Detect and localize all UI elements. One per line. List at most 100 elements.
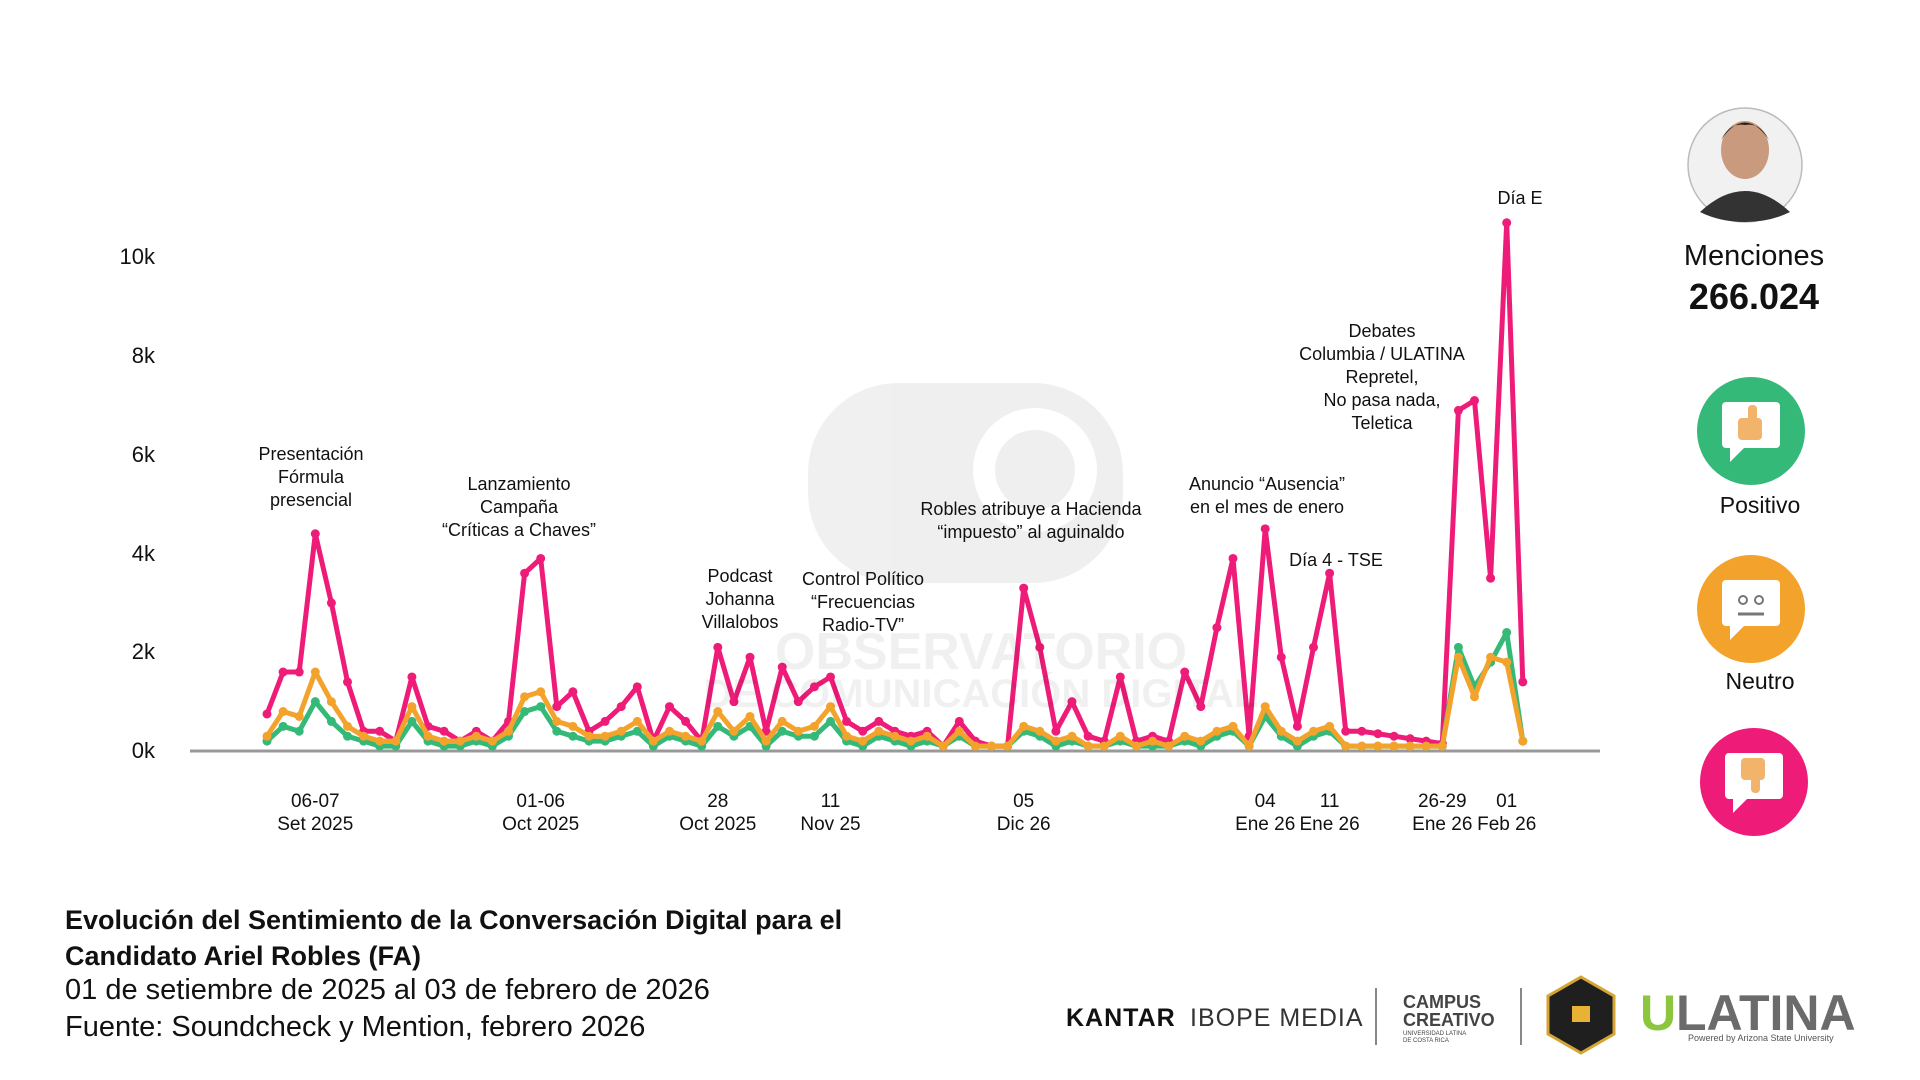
- data-point: [487, 736, 497, 746]
- data-point: [1276, 652, 1286, 662]
- negative-icon: [1700, 728, 1808, 836]
- data-point: [713, 707, 723, 717]
- data-point: [1357, 741, 1367, 751]
- badge-center: [1572, 1006, 1590, 1022]
- annotation: Debates Columbia / ULATINA Repretel, No …: [1299, 321, 1465, 433]
- data-point: [294, 667, 304, 677]
- logo-ulatina: LATINA: [1676, 985, 1856, 1041]
- data-point: [1035, 726, 1045, 736]
- data-point: [616, 726, 626, 736]
- data-point: [874, 726, 884, 736]
- watermark-text: OBSERVATORIO: [774, 623, 1188, 681]
- data-point: [1019, 583, 1029, 593]
- data-point: [1405, 734, 1415, 744]
- data-point: [568, 687, 578, 697]
- data-point: [1196, 702, 1206, 712]
- data-point: [1228, 553, 1238, 563]
- data-point: [938, 741, 948, 751]
- summary-label: Menciones: [1683, 240, 1825, 272]
- data-point: [294, 726, 304, 736]
- data-point: [665, 702, 674, 712]
- data-point: [1389, 731, 1399, 741]
- data-point: [278, 667, 288, 677]
- data-point: [568, 731, 578, 741]
- data-point: [552, 726, 562, 736]
- data-point: [729, 726, 739, 736]
- data-point: [777, 726, 787, 736]
- data-point: [729, 697, 739, 707]
- data-point: [1325, 568, 1335, 578]
- data-point: [1051, 726, 1061, 736]
- data-point: [809, 682, 819, 692]
- footer-source: Fuente: Soundcheck y Mention, febrero 20…: [65, 1011, 646, 1043]
- x-tick-label: 01-06 Oct 2025: [502, 791, 580, 835]
- data-point: [310, 697, 320, 707]
- annotation: Presentación Fórmula presencial: [258, 444, 364, 510]
- legend-label: Positivo: [1719, 492, 1801, 518]
- data-point: [632, 726, 642, 736]
- data-point: [809, 721, 819, 731]
- data-point: [407, 702, 417, 712]
- data-point: [1099, 741, 1109, 751]
- data-point: [326, 716, 336, 726]
- logo-ulatina-sub: Powered by Arizona State University: [1688, 1033, 1834, 1043]
- data-point: [1035, 642, 1045, 652]
- data-point: [1228, 721, 1238, 731]
- data-point: [1453, 405, 1463, 415]
- data-point: [1196, 736, 1206, 746]
- data-point: [1486, 573, 1496, 583]
- data-point: [713, 721, 723, 731]
- data-point: [455, 736, 465, 746]
- data-point: [326, 598, 336, 608]
- y-tick-label: 2k: [131, 639, 155, 665]
- data-point: [423, 731, 433, 741]
- data-point: [858, 726, 868, 736]
- data-point: [922, 731, 932, 741]
- data-point: [600, 731, 610, 741]
- data-point: [471, 731, 481, 741]
- data-point: [278, 721, 288, 731]
- x-tick-label: 01 Feb 26: [1477, 791, 1537, 835]
- data-point: [1470, 396, 1479, 406]
- annotation: Día E: [1497, 188, 1543, 208]
- data-point: [1260, 524, 1270, 534]
- data-point: [1389, 741, 1399, 751]
- footer-period: 01 de setiembre de 2025 al 03 de febrero…: [65, 974, 710, 1006]
- data-point: [1148, 736, 1157, 746]
- data-point: [536, 553, 546, 563]
- data-point: [616, 702, 626, 712]
- data-point: [1357, 726, 1367, 736]
- data-point: [568, 721, 578, 731]
- data-point: [681, 716, 691, 726]
- data-point: [1212, 623, 1222, 633]
- data-point: [826, 716, 835, 726]
- data-point: [858, 736, 868, 746]
- data-point: [375, 726, 385, 736]
- y-tick-label: 6k: [131, 441, 155, 467]
- data-point: [1051, 736, 1061, 746]
- data-point: [777, 716, 787, 726]
- data-point: [1180, 731, 1190, 741]
- data-point: [1115, 731, 1125, 741]
- data-point: [1518, 736, 1528, 746]
- data-point: [1421, 741, 1431, 751]
- data-point: [262, 731, 272, 741]
- data-point: [842, 716, 852, 726]
- data-point: [793, 726, 803, 736]
- data-point: [1083, 741, 1093, 751]
- data-point: [632, 682, 642, 692]
- data-point: [1373, 741, 1383, 751]
- data-point: [1083, 731, 1093, 741]
- logo-kantar: KANTAR: [1066, 1004, 1176, 1032]
- data-point: [1115, 672, 1125, 682]
- data-point: [1003, 741, 1013, 751]
- data-point: [1341, 741, 1351, 751]
- data-point: [1244, 741, 1254, 751]
- data-point: [520, 568, 530, 578]
- data-point: [826, 702, 835, 712]
- data-point: [439, 736, 449, 746]
- data-point: [552, 702, 562, 712]
- data-point: [359, 731, 369, 741]
- y-tick-label: 10k: [119, 244, 155, 270]
